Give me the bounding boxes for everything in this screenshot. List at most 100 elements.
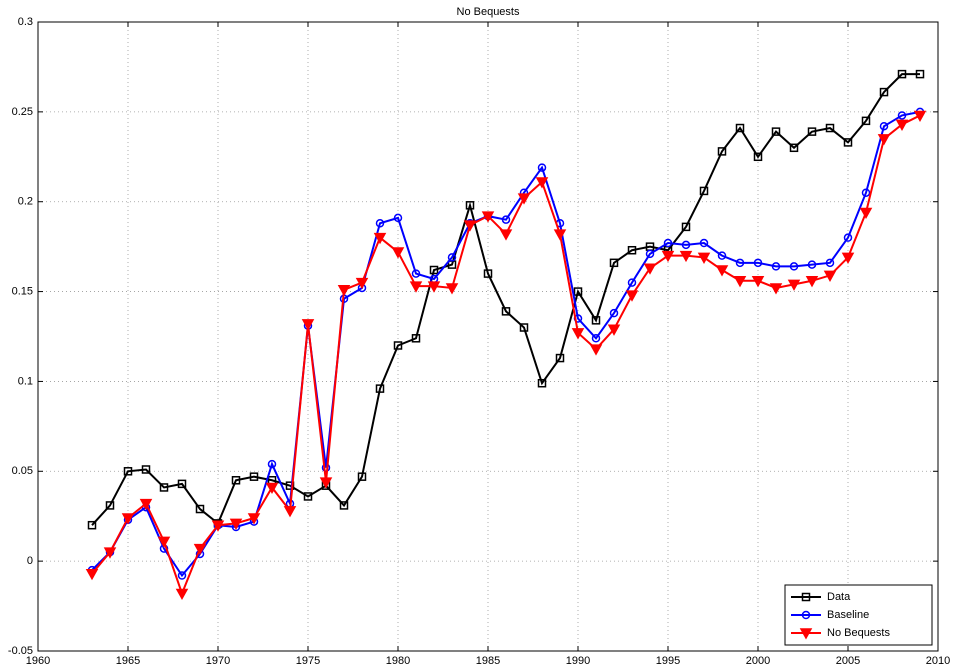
marker xyxy=(265,482,279,495)
marker xyxy=(861,116,871,126)
marker xyxy=(897,69,907,79)
marker xyxy=(627,278,637,287)
y-tick-label: 0.2 xyxy=(18,196,33,208)
marker xyxy=(429,265,439,275)
marker xyxy=(267,459,277,469)
marker xyxy=(861,188,871,197)
plot-frame xyxy=(37,21,939,652)
x-tick-label: 1975 xyxy=(296,655,320,667)
marker xyxy=(591,316,601,325)
marker xyxy=(519,323,529,332)
marker xyxy=(177,571,187,580)
marker xyxy=(663,238,673,248)
marker xyxy=(843,138,853,147)
marker xyxy=(679,250,693,263)
marker xyxy=(735,258,745,268)
marker xyxy=(321,463,331,472)
marker xyxy=(609,308,619,318)
x-tick-label: 1995 xyxy=(656,655,680,667)
marker xyxy=(643,263,657,275)
marker xyxy=(733,276,747,288)
legend-label: Data xyxy=(827,591,851,603)
marker xyxy=(535,177,549,189)
marker xyxy=(249,472,259,481)
y-tick-label: 0.15 xyxy=(12,285,33,297)
marker xyxy=(303,492,313,501)
marker xyxy=(879,121,889,131)
marker xyxy=(393,213,403,223)
marker xyxy=(697,252,711,264)
marker xyxy=(141,465,151,474)
marker xyxy=(823,270,837,282)
marker xyxy=(913,110,927,122)
marker xyxy=(105,501,115,510)
marker xyxy=(879,87,889,97)
marker xyxy=(157,536,171,548)
marker xyxy=(447,253,457,262)
legend-marker xyxy=(801,610,811,620)
marker xyxy=(859,207,873,220)
marker xyxy=(229,518,243,530)
marker xyxy=(645,249,655,259)
marker xyxy=(537,163,547,172)
x-tick-label: 1990 xyxy=(566,655,590,667)
series-line xyxy=(91,110,921,578)
marker xyxy=(609,258,619,268)
chart-title: No Bequests xyxy=(457,6,520,18)
marker xyxy=(247,513,261,525)
marker xyxy=(661,250,675,263)
x-tick-label: 1985 xyxy=(476,655,500,667)
legend-label: Baseline xyxy=(827,609,869,621)
marker xyxy=(589,344,603,356)
marker xyxy=(231,476,241,485)
x-tick-label: 1960 xyxy=(26,655,50,667)
marker xyxy=(571,328,585,340)
marker xyxy=(895,119,909,131)
marker xyxy=(411,334,421,343)
marker xyxy=(537,378,547,388)
marker xyxy=(319,477,333,489)
x-tick-label: 2010 xyxy=(926,655,950,667)
marker xyxy=(735,123,745,133)
marker xyxy=(501,307,511,316)
marker xyxy=(483,269,493,278)
marker xyxy=(499,229,513,241)
legend-label: No Bequests xyxy=(827,627,890,639)
marker xyxy=(463,220,477,232)
marker xyxy=(555,353,565,363)
marker xyxy=(357,472,367,481)
marker xyxy=(681,222,691,232)
marker xyxy=(625,290,639,302)
marker xyxy=(195,504,205,514)
marker xyxy=(339,501,349,510)
marker xyxy=(517,193,531,205)
x-tick-label: 2005 xyxy=(836,655,860,667)
marker xyxy=(481,211,495,223)
marker xyxy=(699,186,709,196)
marker xyxy=(427,281,441,293)
marker xyxy=(375,219,385,228)
marker xyxy=(897,111,907,120)
y-tick-label: 0.25 xyxy=(12,106,33,118)
x-tick-label: 1970 xyxy=(206,655,230,667)
marker xyxy=(337,285,351,297)
marker xyxy=(573,287,583,296)
marker xyxy=(591,334,601,343)
marker xyxy=(627,245,637,255)
marker xyxy=(751,276,765,288)
marker xyxy=(841,252,855,264)
marker xyxy=(715,265,729,277)
marker xyxy=(85,568,99,581)
marker xyxy=(139,498,153,511)
marker xyxy=(375,384,385,393)
marker xyxy=(301,319,315,331)
marker xyxy=(553,229,567,241)
marker xyxy=(825,123,835,133)
marker xyxy=(825,258,835,268)
marker xyxy=(445,283,459,295)
marker xyxy=(465,201,475,210)
marker xyxy=(177,479,187,489)
marker xyxy=(283,506,297,518)
y-tick-label: 0 xyxy=(27,555,33,567)
